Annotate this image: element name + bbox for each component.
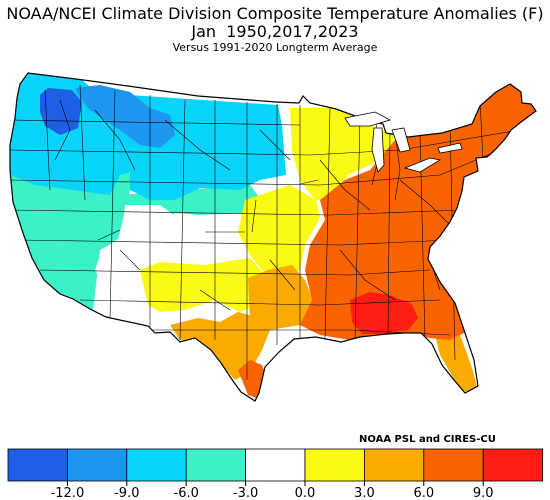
great-lakes-water (344, 111, 463, 173)
region-texas (170, 312, 270, 380)
us-outline (9, 72, 537, 402)
region-florida (435, 325, 478, 392)
legend-bin-3 (185, 448, 246, 482)
legend-bin-5 (304, 448, 365, 482)
region-southwest (140, 258, 270, 312)
legend-bin-4 (245, 448, 306, 482)
legend-tick-label: -12.0 (51, 486, 85, 500)
region-central (238, 185, 320, 280)
credit-label: NOAA PSL and CIRES-CU (359, 434, 496, 445)
legend-tick-label: 0.0 (295, 486, 316, 500)
legend-tick-label: 6.0 (413, 486, 434, 500)
legend-tick-labels: -12.0 -9.0 -6.0 -3.0 0.0 3.0 6.0 9.0 (51, 481, 494, 500)
legend-tick-label: -3.0 (233, 486, 258, 500)
legend-tick-label: -6.0 (174, 486, 199, 500)
region-washington-west (40, 88, 82, 135)
legend-bin-2 (126, 448, 187, 482)
region-new-mexico-east (248, 265, 315, 330)
legend-bin-6 (363, 448, 425, 482)
legend-tick-label: 3.0 (354, 486, 375, 500)
lake-ontario-shape (437, 142, 463, 154)
legend-color-boxes (7, 448, 544, 482)
region-great-basin (95, 205, 245, 292)
lake-erie-shape (403, 157, 442, 173)
legend-bin-7 (423, 448, 484, 482)
legend-bin-0 (7, 448, 68, 482)
legend-bin-8 (482, 448, 544, 482)
region-east (300, 80, 536, 340)
region-great-lakes (290, 108, 395, 200)
lake-huron-shape (391, 127, 411, 153)
legend-tick-label: -9.0 (114, 486, 139, 500)
map-title: NOAA/NCEI Climate Division Composite Tem… (6, 4, 544, 23)
legend-tick-label: 9.0 (473, 486, 494, 500)
region-deep-south (350, 292, 418, 334)
lake-michigan-shape (371, 127, 385, 173)
map-period: Jan 1950,2017,2023 (191, 22, 359, 41)
map-subtitle: Versus 1991-2020 Longterm Average (172, 41, 378, 54)
anomaly-map (9, 72, 537, 402)
legend-bin-1 (67, 448, 128, 482)
lake-superior-shape (344, 111, 392, 127)
